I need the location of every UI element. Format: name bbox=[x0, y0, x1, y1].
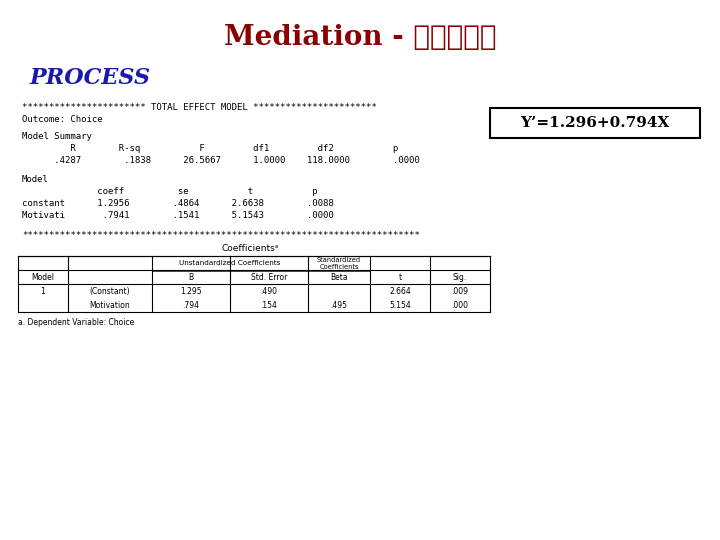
Text: Coefficientsᵃ: Coefficientsᵃ bbox=[221, 244, 279, 253]
Text: .495: .495 bbox=[330, 301, 348, 310]
Text: constant      1.2956        .4864      2.6638        .0088: constant 1.2956 .4864 2.6638 .0088 bbox=[22, 199, 334, 208]
Text: PROCESS: PROCESS bbox=[30, 67, 151, 89]
Text: Sig.: Sig. bbox=[453, 273, 467, 282]
Text: **************************************************************************: ****************************************… bbox=[22, 231, 420, 240]
Text: .000: .000 bbox=[451, 301, 469, 310]
Text: Motivation: Motivation bbox=[89, 301, 130, 310]
Text: Outcome: Choice: Outcome: Choice bbox=[22, 116, 103, 125]
Text: 1: 1 bbox=[40, 287, 45, 296]
Text: *********************** TOTAL EFFECT MODEL ***********************: *********************** TOTAL EFFECT MOD… bbox=[22, 104, 377, 112]
Bar bbox=[490, 108, 700, 138]
Text: B: B bbox=[189, 273, 194, 282]
Text: .4287        .1838      26.5667      1.0000    118.0000        .0000: .4287 .1838 26.5667 1.0000 118.0000 .000… bbox=[22, 156, 420, 165]
Text: a. Dependent Variable: Choice: a. Dependent Variable: Choice bbox=[18, 318, 134, 327]
Text: Model Summary: Model Summary bbox=[22, 132, 92, 141]
Text: .490: .490 bbox=[261, 287, 277, 296]
Text: 5.154: 5.154 bbox=[389, 301, 411, 310]
Text: Model: Model bbox=[32, 273, 55, 282]
Text: Motivati       .7941        .1541      5.1543        .0000: Motivati .7941 .1541 5.1543 .0000 bbox=[22, 212, 334, 220]
Text: (Constant): (Constant) bbox=[90, 287, 130, 296]
Text: t: t bbox=[398, 273, 402, 282]
Text: Model: Model bbox=[22, 176, 49, 185]
Text: 1.295: 1.295 bbox=[180, 287, 202, 296]
Text: coeff          se           t           p: coeff se t p bbox=[22, 187, 318, 197]
Text: Unstandardized Coefficients: Unstandardized Coefficients bbox=[179, 260, 281, 266]
Text: Y’=1.296+0.794X: Y’=1.296+0.794X bbox=[521, 116, 670, 130]
Text: .009: .009 bbox=[451, 287, 469, 296]
Text: .794: .794 bbox=[182, 301, 199, 310]
Text: Std. Error: Std. Error bbox=[251, 273, 287, 282]
Text: 2.664: 2.664 bbox=[389, 287, 411, 296]
Text: R        R-sq           F         df1         df2           p: R R-sq F df1 df2 p bbox=[22, 144, 398, 153]
Text: Standardized
Coefficients: Standardized Coefficients bbox=[317, 256, 361, 269]
Text: .154: .154 bbox=[261, 301, 277, 310]
Text: Beta: Beta bbox=[330, 273, 348, 282]
Text: Mediation - תיווך: Mediation - תיווך bbox=[224, 24, 496, 51]
